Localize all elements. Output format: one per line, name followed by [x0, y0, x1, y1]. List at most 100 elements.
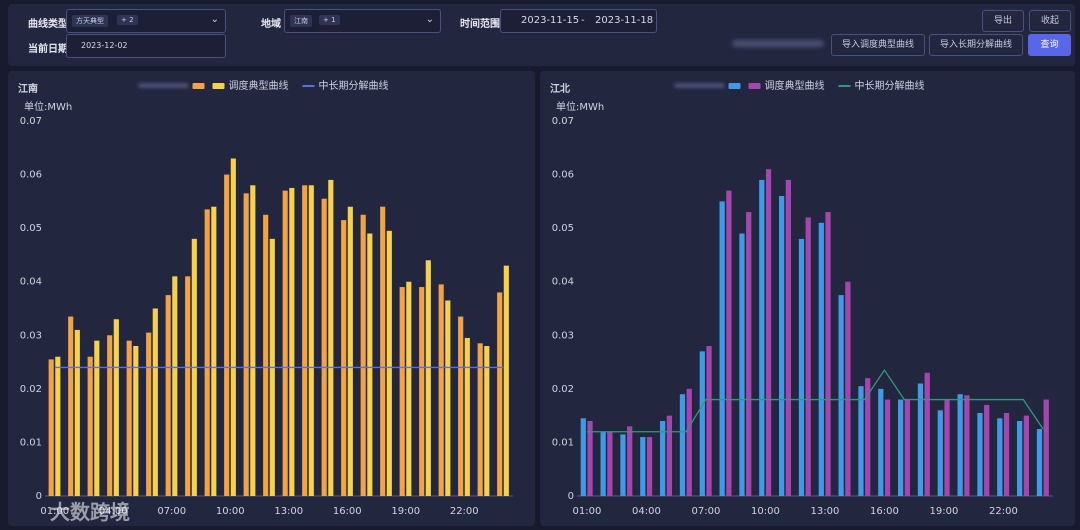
select[interactable]: 方天典型 + 2 ⌄ [66, 9, 226, 33]
x-tick-label: 07:00 [692, 506, 721, 517]
x-tick-label: 10:00 [216, 506, 245, 517]
bar [146, 332, 152, 496]
export-button[interactable]: 导出 [982, 10, 1024, 32]
watermark: 大数跨境 [50, 500, 130, 524]
bar [406, 281, 412, 496]
bar [74, 329, 80, 496]
bar [477, 343, 483, 496]
label: 收起 [1040, 16, 1059, 26]
legend-swatch [748, 83, 761, 89]
bar [798, 238, 805, 496]
bar [699, 351, 705, 496]
bar [399, 287, 405, 496]
bar [666, 415, 672, 496]
bar [726, 190, 732, 496]
x-tick-label: 13:00 [811, 506, 840, 517]
bar [484, 346, 490, 496]
x-tick-label: 19:00 [930, 506, 959, 517]
tag: 江南 [290, 15, 312, 27]
bar [898, 399, 904, 496]
bar [458, 316, 464, 496]
x-tick-label: 07:00 [157, 506, 186, 517]
bar [646, 437, 653, 496]
x-tick-label: 16:00 [333, 506, 362, 517]
date-range[interactable]: 2023-11-15 - 2023-11-18 [500, 9, 657, 33]
x-tick-label: 19:00 [391, 506, 420, 517]
y-tick-label: 0.07 [20, 116, 42, 127]
bar [230, 158, 236, 496]
bar [360, 214, 366, 496]
y-tick-label: 0 [36, 491, 42, 502]
bar [165, 295, 171, 496]
y-tick-label: 0.03 [552, 330, 574, 341]
bar [94, 340, 100, 496]
bar [805, 217, 811, 496]
chevron: ⌄ [210, 14, 219, 25]
bar [445, 300, 451, 496]
blurred-text [732, 40, 824, 47]
y-tick-label: 0.02 [552, 384, 574, 395]
select[interactable]: 江南 + 1 ⌄ [284, 9, 441, 33]
bar [1036, 429, 1043, 496]
bar [438, 284, 444, 496]
bar [48, 359, 54, 496]
y-tick-label: 0.06 [20, 170, 42, 181]
import-dispatch-button[interactable]: 导入调度典型曲线 [831, 34, 925, 56]
bar [957, 394, 963, 496]
bar [838, 295, 844, 496]
bar [250, 185, 256, 496]
bar [607, 431, 613, 496]
start-date: 2023-11-15 [521, 15, 580, 26]
collapse-button[interactable]: 收起 [1029, 10, 1071, 32]
y-tick-label: 0.01 [20, 437, 42, 448]
bar [347, 206, 353, 496]
bar [282, 190, 288, 496]
bar [845, 281, 851, 496]
separator: - [581, 15, 585, 26]
date: 2023-12-02 [81, 41, 128, 50]
bar [302, 185, 308, 496]
line [586, 368, 1044, 433]
chevron: ⌄ [425, 14, 434, 25]
label: 导入长期分解曲线 [939, 40, 1012, 50]
bar [289, 187, 295, 496]
label: 地域 [261, 19, 281, 30]
bar [113, 319, 119, 496]
y-tick-label: 0.06 [552, 170, 574, 181]
bar [386, 230, 392, 497]
tag-more: + 1 [319, 15, 340, 25]
bar [328, 179, 334, 496]
bar [865, 378, 871, 496]
x-tick-label: 04:00 [632, 506, 661, 517]
filter-panel: 曲线类型 方天典型 + 2 ⌄ 地域 江南 + 1 ⌄ 时间范围 2023-11… [8, 4, 1075, 66]
bar [997, 418, 1003, 496]
y-tick-label: 0.05 [20, 223, 42, 234]
bar [425, 260, 431, 496]
bar [884, 399, 891, 496]
label: 时间范围 [460, 19, 500, 30]
label: 当前日期 [28, 44, 68, 55]
legend-swatch [212, 83, 225, 89]
bar [825, 212, 831, 497]
x-tick-label: 22:00 [450, 506, 479, 517]
bar [878, 388, 884, 496]
tag-more: + 2 [117, 15, 138, 25]
bar [739, 233, 745, 496]
bar [964, 395, 970, 496]
label: 曲线类型 [28, 19, 68, 30]
bar [640, 437, 646, 496]
legend-label: 中长期分解曲线 [319, 79, 389, 92]
bar [679, 394, 686, 496]
import-long-button[interactable]: 导入长期分解曲线 [929, 34, 1023, 56]
bar [204, 209, 210, 496]
date-input[interactable]: 2023-12-02 [66, 34, 226, 58]
bar [464, 337, 470, 496]
bar [497, 292, 503, 496]
query-button[interactable]: 查询 [1028, 34, 1071, 56]
y-tick-label: 0.04 [552, 277, 574, 288]
y-tick-label: 0.05 [552, 223, 574, 234]
x-tick-label: 16:00 [870, 506, 899, 517]
y-axis-label: 单位:MWh [24, 100, 72, 113]
y-tick-label: 0.02 [20, 384, 42, 395]
bar [858, 386, 864, 496]
